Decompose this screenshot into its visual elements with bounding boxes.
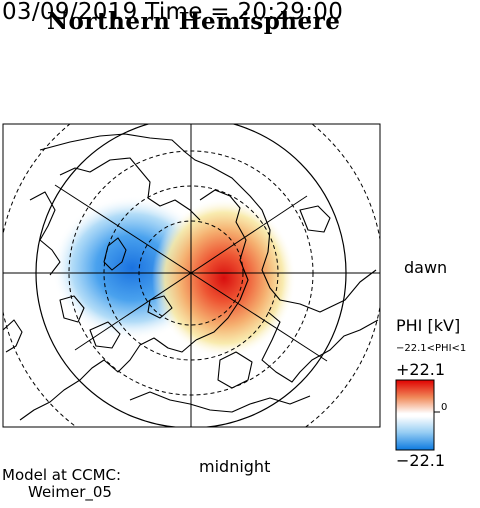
model-credit-line2: Weimer_05 <box>28 483 112 501</box>
colorbar-title: PHI [kV] <box>396 316 461 335</box>
colorbar-range-note: −22.1<PHI<1 <box>396 343 467 354</box>
model-credit-line1: Model at CCMC: <box>2 466 122 484</box>
plot-title: Northern Hemisphere <box>47 8 341 35</box>
datetime-readout: 03/09/2019 Time = 20:29:00 <box>2 0 344 25</box>
dawn-label: dawn <box>404 258 448 277</box>
colorbar-zero-label: 0 <box>441 402 448 413</box>
colorbar-min-label: −22.1 <box>396 451 446 470</box>
coastlines <box>3 133 379 421</box>
midnight-label: midnight <box>199 457 271 476</box>
colorbar-gradient <box>395 379 435 451</box>
colorbar-max-label: +22.1 <box>396 360 446 379</box>
mlt-grid <box>3 124 380 427</box>
